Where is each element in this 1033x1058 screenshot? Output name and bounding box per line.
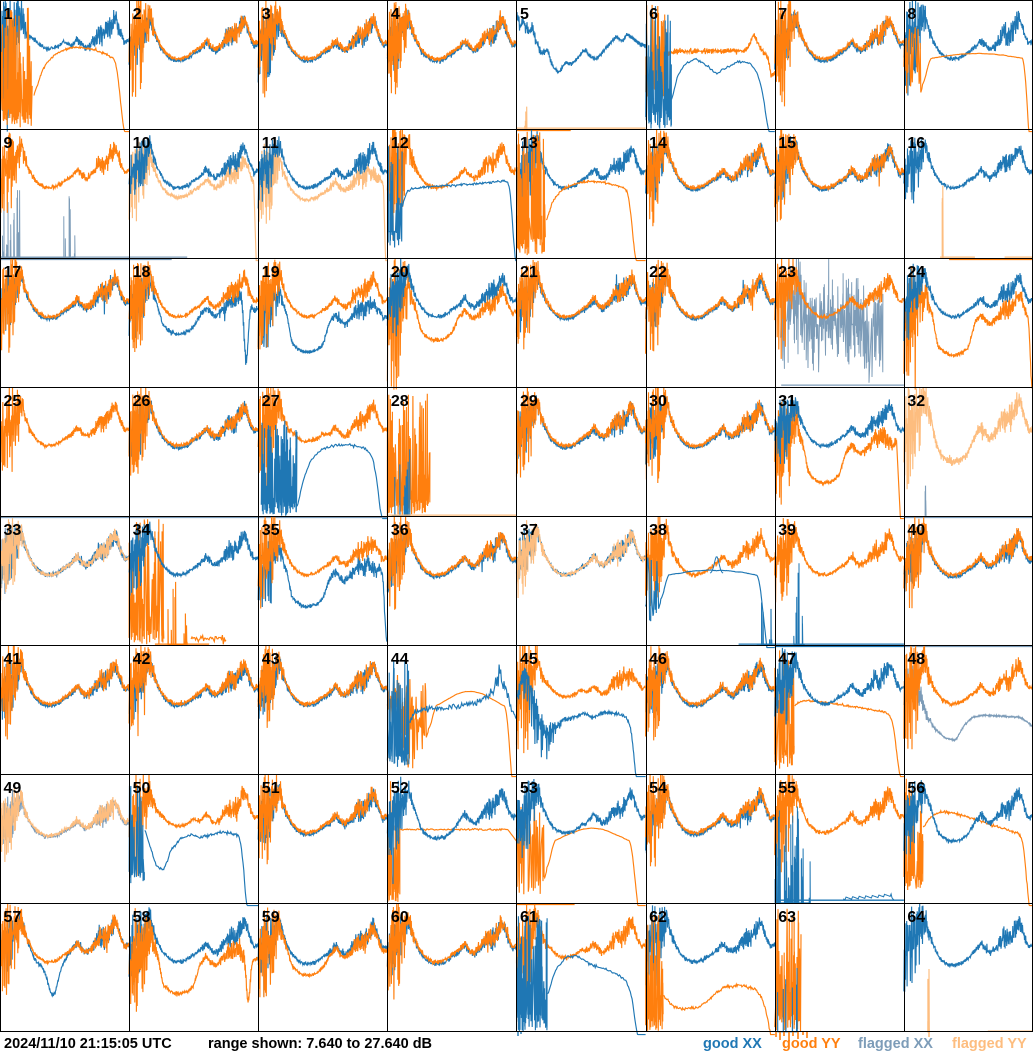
svg-text:61: 61 — [520, 909, 538, 926]
svg-text:46: 46 — [649, 651, 667, 668]
svg-text:54: 54 — [649, 780, 667, 797]
svg-text:48: 48 — [907, 651, 925, 668]
svg-text:58: 58 — [133, 909, 151, 926]
svg-text:52: 52 — [391, 780, 409, 797]
svg-text:55: 55 — [778, 780, 796, 797]
svg-text:20: 20 — [391, 264, 409, 281]
svg-text:64: 64 — [907, 909, 925, 926]
svg-text:flagged XX: flagged XX — [858, 1036, 933, 1052]
svg-text:8: 8 — [907, 6, 916, 23]
svg-text:35: 35 — [262, 522, 280, 539]
svg-text:19: 19 — [262, 264, 280, 281]
svg-text:range shown: 7.640 to 27.640 d: range shown: 7.640 to 27.640 dB — [208, 1036, 432, 1052]
svg-text:59: 59 — [262, 909, 280, 926]
svg-text:26: 26 — [133, 393, 151, 410]
svg-text:12: 12 — [391, 135, 409, 152]
svg-text:41: 41 — [4, 651, 22, 668]
svg-text:38: 38 — [649, 522, 667, 539]
svg-text:49: 49 — [4, 780, 22, 797]
svg-text:51: 51 — [262, 780, 280, 797]
svg-text:23: 23 — [778, 264, 796, 281]
svg-text:9: 9 — [4, 135, 13, 152]
svg-text:5: 5 — [520, 6, 529, 23]
svg-text:56: 56 — [907, 780, 925, 797]
svg-text:32: 32 — [907, 393, 925, 410]
svg-text:24: 24 — [907, 264, 925, 281]
svg-text:4: 4 — [391, 6, 400, 23]
svg-text:40: 40 — [907, 522, 925, 539]
svg-text:39: 39 — [778, 522, 796, 539]
svg-text:29: 29 — [520, 393, 538, 410]
svg-text:28: 28 — [391, 393, 409, 410]
svg-text:14: 14 — [649, 135, 667, 152]
svg-text:43: 43 — [262, 651, 280, 668]
svg-text:47: 47 — [778, 651, 796, 668]
svg-text:10: 10 — [133, 135, 151, 152]
svg-text:good XX: good XX — [703, 1036, 762, 1052]
svg-text:30: 30 — [649, 393, 667, 410]
svg-text:53: 53 — [520, 780, 538, 797]
svg-text:21: 21 — [520, 264, 538, 281]
svg-text:1: 1 — [4, 6, 13, 23]
svg-text:2: 2 — [133, 6, 142, 23]
svg-text:17: 17 — [4, 264, 22, 281]
svg-text:27: 27 — [262, 393, 280, 410]
svg-text:42: 42 — [133, 651, 151, 668]
svg-text:11: 11 — [262, 135, 279, 152]
svg-text:3: 3 — [262, 6, 271, 23]
svg-text:6: 6 — [649, 6, 658, 23]
svg-text:25: 25 — [4, 393, 22, 410]
svg-text:63: 63 — [778, 909, 796, 926]
svg-text:45: 45 — [520, 651, 538, 668]
svg-text:37: 37 — [520, 522, 538, 539]
svg-text:good YY: good YY — [782, 1036, 841, 1052]
svg-text:44: 44 — [391, 651, 409, 668]
svg-text:62: 62 — [649, 909, 667, 926]
svg-text:7: 7 — [778, 6, 787, 23]
svg-text:60: 60 — [391, 909, 409, 926]
svg-text:18: 18 — [133, 264, 151, 281]
svg-text:34: 34 — [133, 522, 151, 539]
svg-text:flagged YY: flagged YY — [952, 1036, 1027, 1052]
svg-text:36: 36 — [391, 522, 409, 539]
svg-text:16: 16 — [907, 135, 925, 152]
svg-text:50: 50 — [133, 780, 151, 797]
svg-text:22: 22 — [649, 264, 667, 281]
svg-text:13: 13 — [520, 135, 538, 152]
svg-text:57: 57 — [4, 909, 22, 926]
svg-text:33: 33 — [4, 522, 22, 539]
svg-text:2024/11/10 21:15:05 UTC: 2024/11/10 21:15:05 UTC — [4, 1036, 172, 1052]
svg-text:15: 15 — [778, 135, 796, 152]
svg-text:31: 31 — [778, 393, 796, 410]
